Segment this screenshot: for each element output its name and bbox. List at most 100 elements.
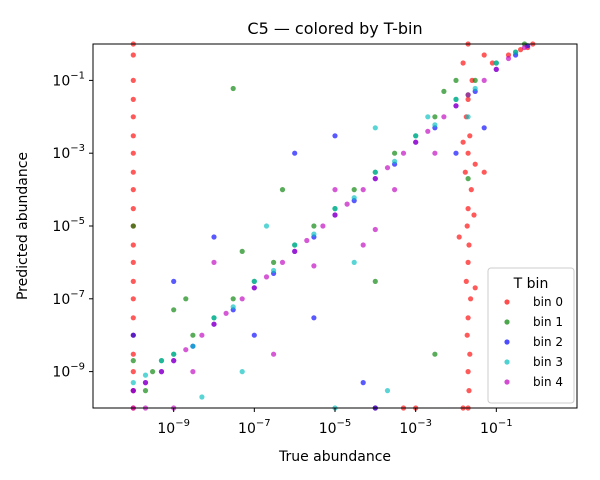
point-bin1 — [279, 187, 286, 193]
point-bin1 — [171, 307, 177, 313]
point-bin3 — [271, 267, 277, 274]
point-bin1 — [392, 150, 398, 156]
point-bin2 — [311, 315, 317, 321]
point-bin0 — [130, 206, 136, 212]
point-bin1 — [351, 187, 357, 193]
point-bin0 — [464, 332, 470, 338]
point-bin0 — [472, 161, 478, 167]
point-bin3 — [351, 259, 357, 265]
point-bin0 — [130, 150, 136, 156]
point-bin1 — [150, 369, 156, 375]
point-bin4 — [481, 77, 487, 83]
point-bin4 — [384, 165, 391, 171]
point-bin4 — [211, 259, 217, 265]
point-bin1 — [271, 259, 277, 265]
y-tick-label: 10−9 — [52, 362, 85, 381]
point-bin0 — [518, 47, 524, 53]
point-bin0 — [460, 60, 466, 66]
point-bin0 — [130, 242, 136, 248]
point-bin1 — [432, 351, 438, 357]
point-bin4 — [263, 274, 270, 280]
point-bin0 — [467, 351, 473, 357]
legend-label: bin 2 — [533, 335, 563, 349]
point-bin1 — [230, 85, 236, 92]
point-bin3 — [372, 169, 378, 175]
point-bin4 — [372, 226, 378, 233]
point-bin4 — [190, 369, 196, 375]
point-bin2 — [171, 278, 177, 284]
point-bin0 — [130, 259, 136, 265]
point-bin2 — [211, 234, 217, 240]
point-bin0 — [467, 133, 473, 139]
point-bin0 — [466, 388, 472, 394]
point-bin2 — [332, 133, 338, 139]
point-bin4 — [372, 176, 378, 182]
point-bin1 — [190, 332, 196, 338]
point-bin4 — [521, 44, 528, 51]
point-bin0 — [130, 52, 136, 58]
point-bin4 — [413, 139, 419, 145]
y-axis: 10−9 10−7 10−5 10−3 10−1 — [52, 70, 93, 381]
point-bin4 — [465, 92, 471, 98]
legend-marker — [504, 379, 510, 385]
point-bin0 — [130, 187, 136, 193]
point-bin4 — [493, 66, 499, 72]
point-bin0 — [130, 351, 136, 357]
point-bin3 — [465, 114, 471, 120]
point-bin4 — [158, 369, 165, 375]
point-bin3 — [230, 304, 236, 310]
point-bin1 — [441, 88, 447, 94]
point-bin0 — [465, 150, 471, 156]
point-bin4 — [279, 259, 286, 265]
point-bin0 — [465, 259, 471, 265]
point-bin0 — [465, 206, 471, 212]
legend-label: bin 4 — [533, 375, 563, 389]
point-bin4 — [223, 310, 229, 316]
point-bin4 — [142, 380, 149, 386]
point-bin0 — [472, 285, 478, 291]
legend-marker — [504, 319, 510, 325]
point-bin3 — [199, 394, 205, 400]
point-bin1 — [472, 77, 478, 83]
point-bin0 — [465, 369, 471, 375]
legend-label: bin 1 — [533, 315, 563, 329]
point-bin3 — [372, 125, 378, 131]
point-bin0 — [465, 96, 471, 102]
point-bin0 — [130, 315, 136, 321]
x-tick-label: 10−1 — [480, 418, 513, 437]
point-bin1 — [230, 296, 236, 302]
point-bin4 — [171, 358, 177, 364]
point-bin4 — [311, 263, 317, 269]
point-bin4 — [332, 187, 338, 193]
x-tick-label: 10−5 — [319, 418, 352, 437]
point-bin4 — [304, 237, 310, 244]
points-layer — [130, 41, 536, 411]
point-bin3 — [453, 96, 459, 102]
point-bin4 — [360, 242, 366, 248]
x-tick-label: 10−7 — [238, 418, 271, 437]
point-bin3 — [211, 315, 217, 321]
point-bin0 — [130, 296, 136, 302]
point-bin3 — [239, 369, 245, 375]
point-bin1 — [130, 223, 136, 229]
point-bin3 — [171, 351, 177, 357]
point-bin0 — [130, 114, 136, 120]
point-bin3 — [493, 60, 499, 66]
point-bin1 — [453, 77, 459, 83]
point-bin3 — [130, 380, 136, 386]
legend-items: bin 0 bin 1 bin 2 bin 3 bin 4 — [504, 295, 563, 389]
point-bin4 — [505, 55, 512, 62]
point-bin3 — [413, 133, 419, 139]
point-bin3 — [142, 372, 149, 378]
point-bin0 — [130, 96, 136, 102]
point-bin3 — [263, 223, 270, 229]
point-bin0 — [466, 242, 472, 248]
point-bin0 — [130, 133, 136, 139]
x-axis: 10−9 10−7 10−5 10−3 10−1 — [157, 408, 513, 437]
point-bin1 — [130, 358, 136, 364]
point-bin4 — [320, 223, 326, 229]
point-bin4 — [441, 114, 447, 120]
point-bin2 — [453, 150, 459, 156]
point-bin3 — [158, 358, 165, 364]
point-bin4 — [360, 187, 366, 193]
